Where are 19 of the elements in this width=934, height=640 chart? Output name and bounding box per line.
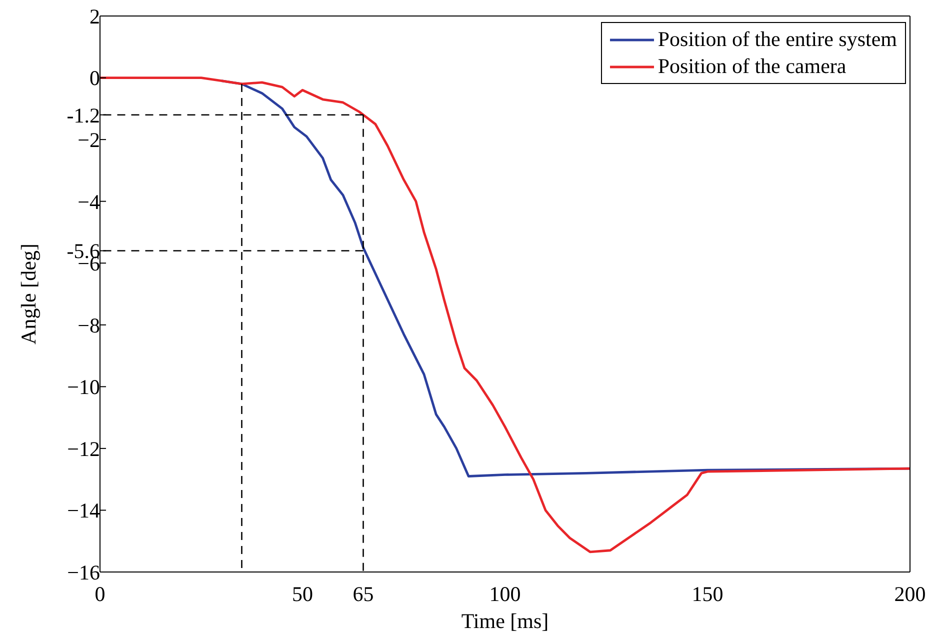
y-axis-title: Angle [deg] <box>16 244 40 344</box>
legend-label: Position of the camera <box>658 53 846 80</box>
y-tick-label: 2 <box>90 4 100 28</box>
y-tick-label: −10 <box>67 375 100 400</box>
x-tick-label: 100 <box>489 582 521 606</box>
y-tick-label: 0 <box>90 66 100 90</box>
legend-label: Position of the entire system <box>658 26 897 53</box>
y-tick-label: −2 <box>78 128 100 152</box>
y-tick-label: −14 <box>67 498 100 523</box>
x-axis-title: Time [ms] <box>461 609 549 633</box>
x-tick-label: 50 <box>292 582 313 606</box>
y-tick-label: −16 <box>67 560 100 584</box>
x-tick-label: 65 <box>352 582 374 606</box>
y-tick-label: −8 <box>78 313 100 338</box>
y-tick-label: -1.2 <box>66 103 100 128</box>
y-tick-label: −12 <box>67 436 100 461</box>
y-tick-label: −4 <box>78 190 100 214</box>
x-tick-label: 200 <box>894 582 926 606</box>
x-tick-label: 150 <box>692 582 724 606</box>
